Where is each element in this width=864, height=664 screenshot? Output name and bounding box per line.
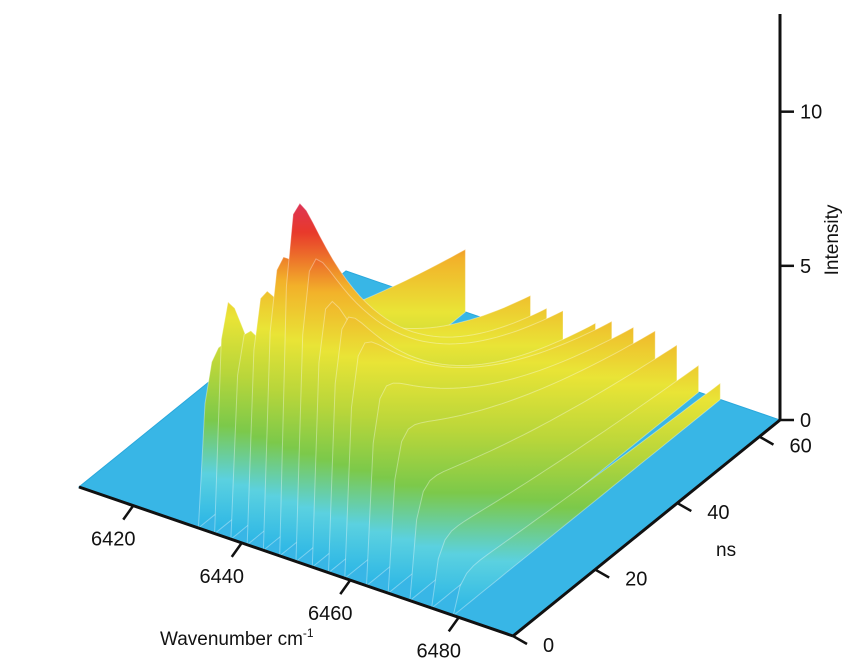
- x-axis-line: [78, 485, 514, 638]
- ridge-surface: [452, 382, 721, 617]
- y-tick: [676, 501, 692, 513]
- x-tick-label: 6460: [308, 603, 353, 625]
- x-tick-label: 6480: [417, 640, 462, 662]
- x-tick: [339, 579, 352, 595]
- z-tick-label: 5: [800, 256, 811, 278]
- z-ticks: 0 5 10: [780, 102, 822, 432]
- z-axis-label: Intensity: [822, 204, 843, 275]
- series-ridge-6479: [452, 382, 721, 617]
- x-ticks: 6420 6440 6460 6480: [91, 504, 462, 662]
- y-tick-label: 20: [625, 569, 647, 591]
- x-tick: [447, 616, 460, 633]
- x-axis-label: Wavenumber cm-1: [160, 626, 314, 650]
- y-axis: 0 20 40 60 ns: [512, 418, 812, 657]
- z-axis: 0 5 10 Intensity: [778, 14, 843, 432]
- x-axis-label-superscript: -1: [303, 626, 314, 640]
- x-tick-label: 6420: [91, 529, 136, 551]
- y-tick-label: 60: [789, 436, 811, 458]
- x-axis: 6420 6440 6460 6480 Wavenumber cm-1: [78, 485, 514, 662]
- y-tick: [758, 435, 775, 446]
- surface-layers: [77, 202, 782, 637]
- y-axis-label: ns: [716, 540, 736, 561]
- y-axis-line: [512, 418, 781, 638]
- x-tick: [122, 504, 135, 521]
- x-tick: [230, 542, 243, 558]
- y-tick-label: 0: [543, 635, 554, 657]
- y-ticks: 0 20 40 60: [512, 435, 812, 657]
- y-tick: [512, 634, 528, 646]
- y-tick: [594, 568, 610, 579]
- x-tick-label: 6440: [200, 566, 245, 588]
- z-tick-label: 10: [800, 102, 822, 124]
- y-tick-label: 40: [707, 502, 729, 524]
- z-tick-label: 0: [800, 410, 811, 432]
